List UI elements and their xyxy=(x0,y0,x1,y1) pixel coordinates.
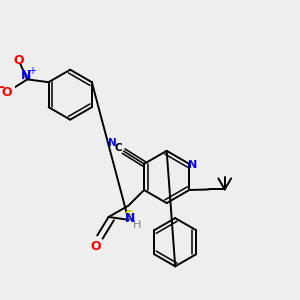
Text: O: O xyxy=(14,54,24,67)
Text: N: N xyxy=(125,212,135,225)
Text: O: O xyxy=(1,85,12,99)
Text: +: + xyxy=(28,66,36,76)
Text: N: N xyxy=(188,160,197,170)
Text: N: N xyxy=(109,139,117,148)
Text: -: - xyxy=(0,80,4,94)
Text: O: O xyxy=(91,240,101,253)
Text: H: H xyxy=(133,220,141,230)
Text: N: N xyxy=(21,69,31,82)
Text: S: S xyxy=(124,209,133,222)
Text: C: C xyxy=(115,143,122,153)
